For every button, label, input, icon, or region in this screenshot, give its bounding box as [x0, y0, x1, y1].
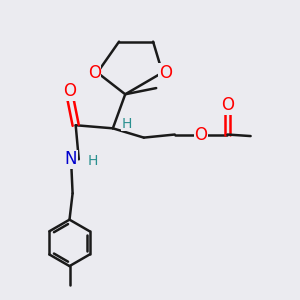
Text: O: O [221, 96, 234, 114]
Text: O: O [195, 125, 208, 143]
Text: O: O [63, 82, 76, 100]
Text: H: H [88, 154, 98, 168]
Text: H: H [122, 117, 132, 131]
Text: N: N [65, 150, 77, 168]
Text: O: O [159, 64, 172, 82]
Text: O: O [88, 64, 101, 82]
